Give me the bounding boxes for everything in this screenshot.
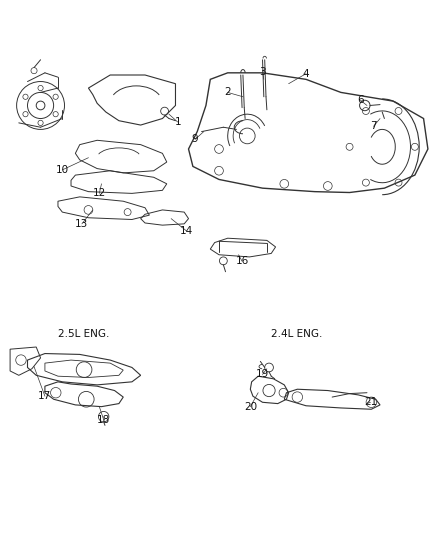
Text: 19: 19 [256, 369, 269, 379]
Text: 12: 12 [93, 188, 106, 198]
Text: 14: 14 [180, 226, 193, 236]
Text: 2.4L ENG.: 2.4L ENG. [271, 329, 323, 339]
Text: 17: 17 [38, 391, 52, 401]
Text: 2: 2 [224, 87, 231, 98]
Text: 21: 21 [364, 397, 377, 407]
Text: 13: 13 [75, 219, 88, 229]
Text: 6: 6 [357, 95, 364, 105]
Text: 1: 1 [174, 117, 181, 127]
Text: 16: 16 [236, 256, 249, 266]
Text: 7: 7 [370, 122, 377, 131]
Text: 10: 10 [56, 165, 69, 175]
Text: 3: 3 [259, 67, 266, 77]
Text: 20: 20 [244, 402, 257, 411]
Text: 2.5L ENG.: 2.5L ENG. [58, 329, 110, 339]
Text: 18: 18 [97, 415, 110, 425]
Text: 9: 9 [192, 134, 198, 144]
Text: 4: 4 [303, 69, 309, 79]
